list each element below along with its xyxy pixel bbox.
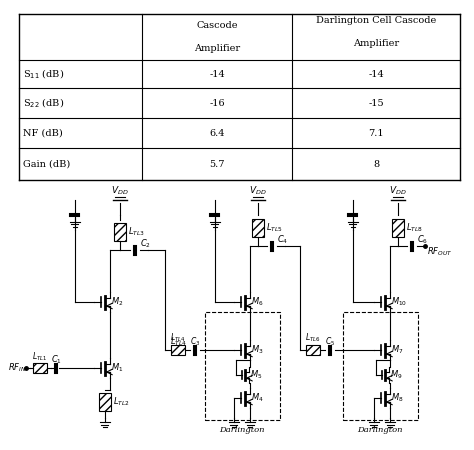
Text: Darlington: Darlington bbox=[357, 426, 403, 434]
Bar bbox=[33, 363, 47, 373]
Text: S$_{11}$ (dB): S$_{11}$ (dB) bbox=[23, 68, 64, 81]
Text: -15: -15 bbox=[368, 99, 384, 108]
Text: $C_1$: $C_1$ bbox=[51, 354, 62, 366]
Text: $M_{10}$: $M_{10}$ bbox=[391, 296, 407, 308]
Bar bbox=[306, 345, 320, 355]
Text: $M_5$: $M_5$ bbox=[250, 369, 262, 381]
Text: $M_6$: $M_6$ bbox=[251, 296, 264, 308]
Text: $C_6$: $C_6$ bbox=[417, 234, 428, 246]
Bar bbox=[99, 393, 111, 411]
Text: Darlington: Darlington bbox=[219, 426, 265, 434]
Bar bbox=[392, 219, 404, 237]
Text: $C_5$: $C_5$ bbox=[325, 336, 335, 348]
Text: $L_{TL5}$: $L_{TL5}$ bbox=[266, 222, 283, 234]
Bar bbox=[99, 393, 111, 411]
Text: 7.1: 7.1 bbox=[368, 129, 384, 138]
Text: $L_{TL6}$: $L_{TL6}$ bbox=[305, 332, 321, 344]
Bar bbox=[252, 219, 264, 237]
Bar bbox=[171, 345, 185, 355]
Text: 5.7: 5.7 bbox=[210, 160, 225, 169]
Text: NF (dB): NF (dB) bbox=[23, 129, 63, 138]
Bar bbox=[343, 312, 418, 420]
Text: $L_{TL3}$: $L_{TL3}$ bbox=[128, 226, 145, 238]
Text: 6.4: 6.4 bbox=[210, 129, 225, 138]
Text: $C_4$: $C_4$ bbox=[277, 234, 288, 246]
Text: $C_3$: $C_3$ bbox=[190, 336, 200, 348]
Bar bbox=[252, 219, 264, 237]
Text: $V_{DD}$: $V_{DD}$ bbox=[389, 185, 407, 197]
Text: $M_1$: $M_1$ bbox=[111, 362, 123, 374]
Text: Gain (dB): Gain (dB) bbox=[23, 160, 71, 169]
Bar bbox=[205, 312, 280, 420]
Text: -14: -14 bbox=[210, 70, 225, 79]
Text: $M_3$: $M_3$ bbox=[251, 344, 264, 356]
Text: $L_{TL8}$: $L_{TL8}$ bbox=[406, 222, 423, 234]
Text: $C_2$: $C_2$ bbox=[140, 238, 151, 250]
Text: -14: -14 bbox=[368, 70, 384, 79]
Text: Darlington Cell Cascode: Darlington Cell Cascode bbox=[316, 16, 436, 25]
Text: $RF_{IN}$: $RF_{IN}$ bbox=[8, 362, 27, 374]
Text: $M_7$: $M_7$ bbox=[391, 344, 403, 356]
Text: S$_{22}$ (dB): S$_{22}$ (dB) bbox=[23, 97, 64, 110]
Text: $M_8$: $M_8$ bbox=[391, 392, 403, 404]
Bar bbox=[114, 223, 126, 241]
Text: $M_9$: $M_9$ bbox=[390, 369, 402, 381]
Bar bbox=[306, 345, 320, 355]
Text: $L_{TL4}$: $L_{TL4}$ bbox=[170, 332, 186, 344]
Text: $L_{TL4}$: $L_{TL4}$ bbox=[170, 336, 186, 348]
Text: 8: 8 bbox=[373, 160, 379, 169]
Text: -16: -16 bbox=[210, 99, 225, 108]
Bar bbox=[114, 223, 126, 241]
Bar bbox=[392, 219, 404, 237]
Text: $V_{DD}$: $V_{DD}$ bbox=[249, 185, 267, 197]
Text: Cascode: Cascode bbox=[197, 21, 238, 30]
Text: $L_{TL1}$: $L_{TL1}$ bbox=[32, 351, 48, 363]
Text: Amplifier: Amplifier bbox=[353, 39, 399, 48]
Text: Amplifier: Amplifier bbox=[194, 44, 240, 53]
Bar bbox=[33, 363, 47, 373]
Text: $V_{DD}$: $V_{DD}$ bbox=[111, 185, 129, 197]
Bar bbox=[171, 345, 185, 355]
Text: $M_4$: $M_4$ bbox=[251, 392, 264, 404]
Text: $L_{TL2}$: $L_{TL2}$ bbox=[113, 396, 130, 408]
Text: $M_2$: $M_2$ bbox=[111, 296, 123, 308]
Text: $RF_{OUT}$: $RF_{OUT}$ bbox=[427, 246, 453, 258]
